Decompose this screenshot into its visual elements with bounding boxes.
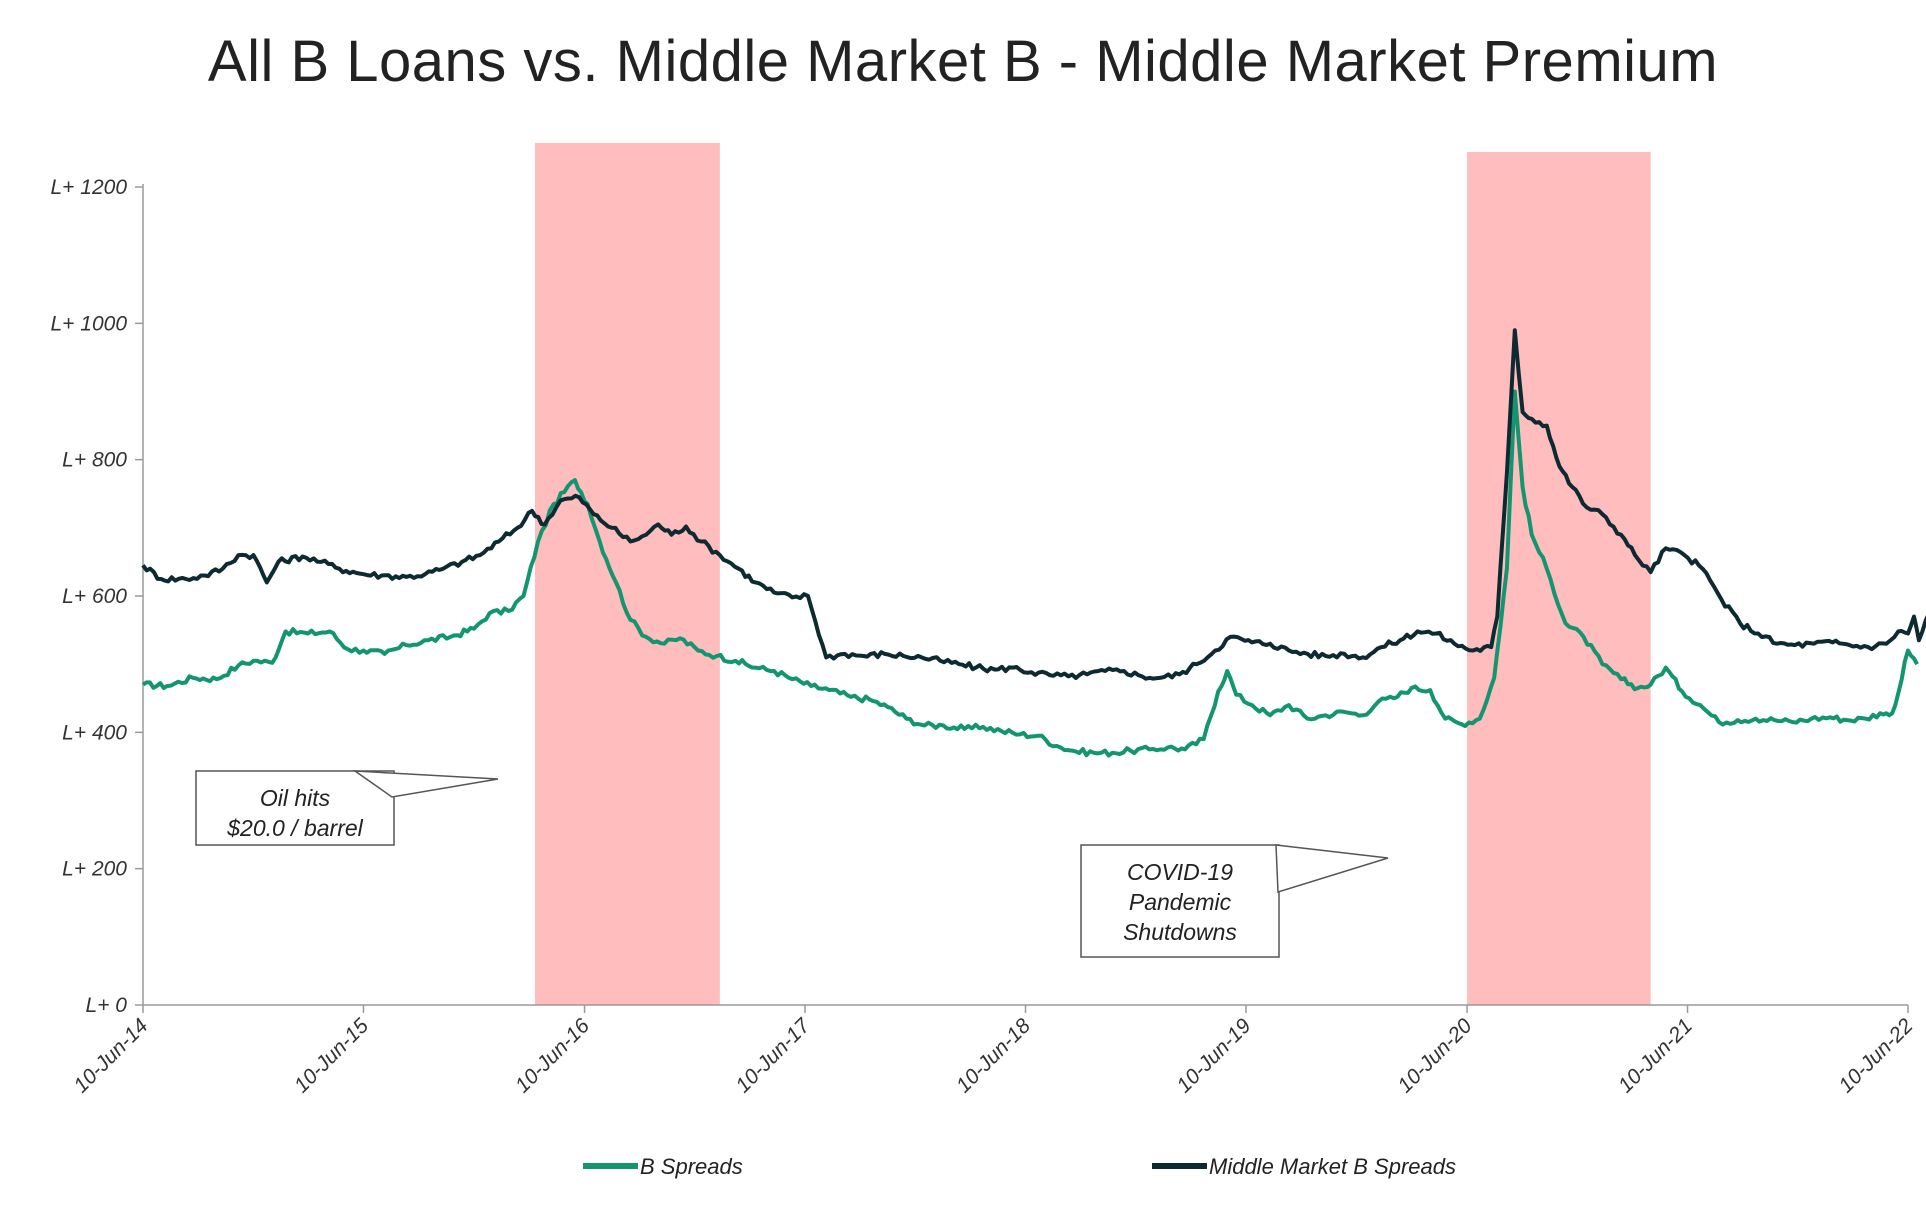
callout-pointer (1275, 844, 1389, 894)
y-tick-label: L+ 200 (62, 858, 127, 881)
chart-series (141, 328, 1926, 758)
callout-pointer (352, 770, 499, 798)
chart-title: All B Loans vs. Middle Market B - Middle… (207, 29, 1719, 94)
callout-text: COVID-19 (1127, 859, 1233, 885)
x-tick-label: 10-Jun-17 (731, 1013, 815, 1097)
callout-box (1080, 844, 1280, 958)
shaded-period-1 (535, 143, 720, 1005)
callout-text: Shutdowns (1123, 919, 1237, 945)
annotation-callout-2: COVID-19 Pandemic Shutdowns (1080, 844, 1389, 958)
x-tick-label: 10-Jun-20 (1393, 1014, 1476, 1097)
callout-text: Oil hits (260, 785, 331, 811)
x-tick-label: 10-Jun-14 (69, 1014, 152, 1097)
series-line-1 (141, 389, 1919, 758)
y-tick-label: L+ 600 (62, 585, 127, 608)
chart-annotations: Oil hits $20.0 / barrel COVID-19 Pandemic Sh… (195, 770, 1389, 958)
x-tick-label: 10-Jun-16 (511, 1014, 594, 1097)
y-tick-label: L+ 1200 (51, 176, 128, 199)
x-tick-label: 10-Jun-21 (1614, 1014, 1697, 1097)
x-tick-label: 10-Jun-15 (290, 1014, 373, 1097)
series-line-2 (141, 328, 1926, 681)
annotation-callout-1: Oil hits $20.0 / barrel (195, 770, 499, 846)
callout-box (195, 770, 395, 846)
x-tick-label: 10-Jun-22 (1834, 1014, 1917, 1097)
y-tick-label: L+ 0 (86, 994, 128, 1017)
callout-text: Pandemic (1129, 889, 1232, 915)
legend-item-1: B Spreads (583, 1154, 743, 1179)
x-tick-label: 10-Jun-18 (952, 1014, 1035, 1097)
callout-text: $20.0 / barrel (226, 815, 363, 841)
shaded-period-2 (1467, 152, 1651, 1005)
shaded-periods (535, 143, 1651, 1005)
legend-label: B Spreads (640, 1154, 743, 1179)
y-tick-label: L+ 800 (62, 449, 127, 472)
x-tick-label: 10-Jun-19 (1172, 1014, 1255, 1097)
y-tick-label: L+ 400 (62, 721, 127, 744)
legend-label: Middle Market B Spreads (1209, 1154, 1456, 1179)
chart-legend: B Spreads Middle Market B Spreads (583, 1154, 1456, 1179)
y-tick-label: L+ 1000 (51, 312, 128, 335)
legend-item-2: Middle Market B Spreads (1152, 1154, 1456, 1179)
